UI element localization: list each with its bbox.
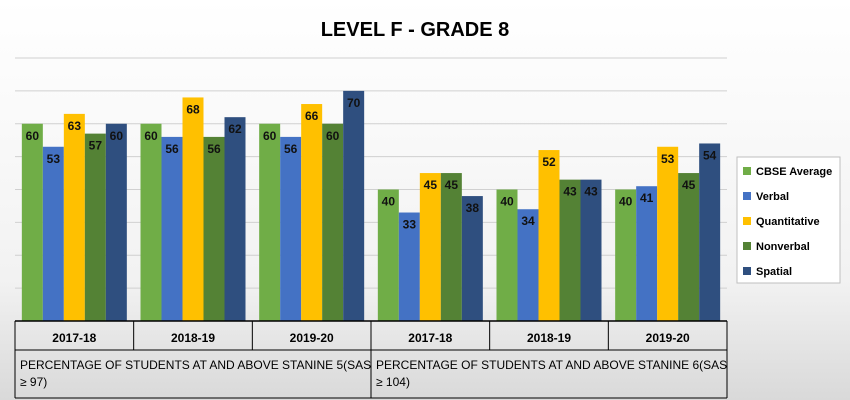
bar-value-label: 62	[228, 122, 242, 136]
category-tick-label: 2018-19	[527, 331, 571, 345]
bar-value-label: 56	[165, 142, 179, 156]
bars	[21, 90, 721, 322]
bar-value-label: 40	[619, 195, 633, 209]
legend-swatch	[743, 267, 751, 275]
legend-entry: CBSE Average	[756, 166, 832, 178]
bar	[678, 173, 700, 321]
bar-value-label: 53	[661, 152, 675, 166]
legend-swatch	[743, 217, 751, 225]
bar-value-label: 70	[347, 96, 361, 110]
bar-value-label: 45	[682, 178, 696, 192]
bar	[657, 146, 679, 321]
bar	[496, 189, 518, 321]
bar-value-label: 40	[382, 195, 396, 209]
bar	[615, 189, 637, 321]
bar-value-label: 40	[500, 195, 514, 209]
bar-value-label: 60	[263, 129, 277, 143]
bar	[21, 123, 43, 321]
legend-entry: Quantitative	[756, 216, 820, 228]
bar	[161, 136, 183, 321]
bar-value-label: 63	[68, 119, 82, 133]
legend-box	[736, 156, 841, 284]
bar	[182, 97, 204, 321]
bar	[398, 212, 420, 321]
bar	[301, 104, 323, 322]
legend-entry: Spatial	[756, 266, 792, 278]
data-labels: 60 60 60 40 40 40 53 56 56 33 34 41 63 68 66 45 52 53 57 56…	[26, 96, 717, 232]
bar	[699, 143, 721, 321]
bar	[559, 179, 581, 321]
legend-entry: Verbal	[756, 191, 789, 203]
bar-value-label: 45	[424, 178, 438, 192]
bar	[636, 186, 658, 321]
bar-value-label: 38	[466, 201, 480, 215]
bar	[224, 117, 246, 321]
bar-value-label: 60	[326, 129, 340, 143]
gridlines	[15, 57, 727, 289]
legend-swatch	[743, 192, 751, 200]
bar	[259, 123, 281, 321]
bar-value-label: 33	[403, 218, 417, 232]
category-tick-label: 2019-20	[646, 331, 690, 345]
category-axis: 2017-18 2018-19 2019-20 PERCENTAGE OF STUDE…	[14, 320, 728, 399]
bar-value-label: 56	[207, 142, 221, 156]
bar-value-label: 34	[521, 214, 535, 228]
group-label: PERCENTAGE OF STUDENTS AT AND ABOVE STAN…	[20, 358, 371, 372]
legend-swatch	[743, 242, 751, 250]
bar	[343, 90, 365, 321]
bar	[280, 136, 302, 321]
bar-value-label: 53	[47, 152, 61, 166]
bar-value-label: 57	[89, 139, 103, 153]
bar-value-label: 43	[584, 185, 598, 199]
bar	[461, 196, 483, 321]
bar	[140, 123, 162, 321]
bar-value-label: 54	[703, 148, 717, 162]
bar-value-label: 56	[284, 142, 298, 156]
bar-value-label: 52	[542, 155, 556, 169]
bar	[517, 209, 539, 321]
legend-entry: Nonverbal	[756, 241, 810, 253]
bar-value-label: 60	[26, 129, 40, 143]
group-label: ≥ 104)	[376, 375, 410, 389]
bar	[440, 173, 462, 321]
category-tick-label: 2019-20	[290, 331, 334, 345]
category-tick-label: 2018-19	[171, 331, 215, 345]
bar	[203, 136, 225, 321]
category-tick-label: 2017-18	[408, 331, 452, 345]
bar-value-label: 43	[563, 185, 577, 199]
category-tick-label: 2017-18	[52, 331, 96, 345]
legend: CBSE Average Verbal Quantitative Nonverbal S…	[736, 156, 841, 284]
legend-swatch	[743, 167, 751, 175]
bar-value-label: 60	[144, 129, 158, 143]
bar	[322, 123, 344, 321]
bar	[377, 189, 399, 321]
bar	[580, 179, 602, 321]
bar-value-label: 45	[445, 178, 459, 192]
bar	[63, 113, 85, 321]
group-label: PERCENTAGE OF STUDENTS AT AND ABOVE STAN…	[376, 358, 727, 372]
chart-title: LEVEL F - GRADE 8	[321, 19, 510, 41]
bar-value-label: 60	[110, 129, 124, 143]
bar-value-label: 41	[640, 191, 654, 205]
bar	[419, 173, 441, 321]
bar-value-label: 68	[186, 102, 200, 116]
bar	[42, 146, 64, 321]
bar	[538, 150, 560, 321]
group-label: ≥ 97)	[20, 375, 47, 389]
bar	[105, 123, 127, 321]
bar-value-label: 66	[305, 109, 319, 123]
bar	[84, 133, 106, 321]
